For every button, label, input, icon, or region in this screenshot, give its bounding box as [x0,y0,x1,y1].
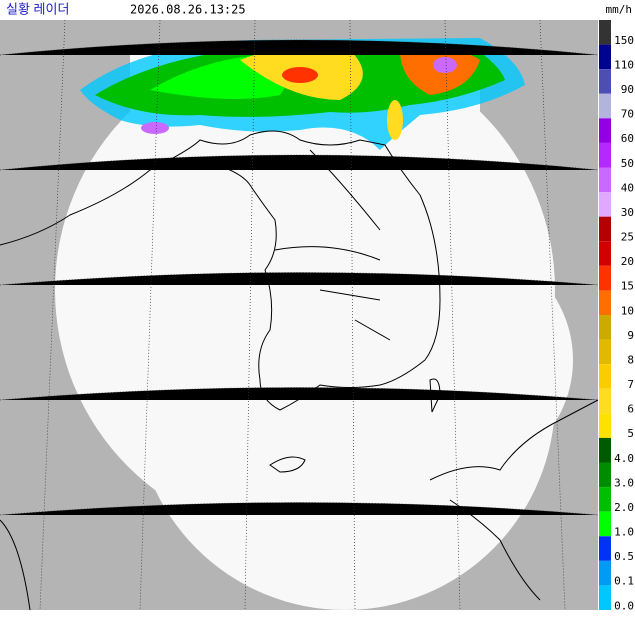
legend-swatch [599,118,611,143]
legend-swatch [599,315,611,340]
title: 실황 레이더 [6,1,69,16]
legend-swatch [599,487,611,512]
legend-label: 1.0 [614,526,634,539]
legend-label: 20 [621,255,634,268]
legend-label: 7 [627,378,634,391]
legend-swatch [599,44,611,70]
legend-swatch [599,413,611,438]
legend-label: 0.0 [614,599,634,612]
legend-swatch [599,462,611,488]
legend-swatch [599,241,611,266]
legend-label: 9 [627,329,634,342]
legend-swatch [599,20,611,45]
legend-label: 0.5 [614,550,634,563]
legend-label: 30 [621,206,634,219]
legend-label: 25 [621,231,634,244]
legend-label: 110 [614,58,634,71]
legend: 150 110 90 70 60 50 40 30 25 20 15 10 9 8 7 6 5 4.0 3.0 2.0… [598,20,635,612]
legend-swatch [599,192,611,217]
legend-label: 50 [621,157,634,170]
legend-label: 8 [627,353,634,366]
legend-label: 150 [614,34,634,47]
legend-swatch [599,167,611,193]
legend-label: 0.1 [614,575,634,588]
timestamp: 2026.08.26.13:25 [130,3,246,17]
legend-swatch [599,560,611,586]
legend-swatch [599,585,611,610]
legend-label: 40 [621,181,634,194]
legend-label: 90 [621,83,634,96]
legend-swatch [599,536,611,561]
legend-unit: mm/h [606,3,633,16]
legend-label: 70 [621,108,634,121]
legend-label: 6 [627,403,634,416]
legend-swatch [599,511,611,537]
legend-label: 15 [621,280,634,293]
legend-swatch [599,69,611,94]
legend-swatch [599,339,611,365]
legend-label: 3.0 [614,476,634,489]
legend-swatch [599,216,611,242]
legend-swatch [599,388,611,414]
legend-label: 2.0 [614,501,634,514]
legend-swatch [599,290,611,315]
grid-lines [0,20,598,610]
legend-label: 10 [621,304,634,317]
legend-swatch [599,437,611,463]
legend-swatch [599,142,611,168]
legend-swatch [599,93,611,119]
map-area [0,20,598,610]
legend-label: 60 [621,132,634,145]
legend-label: 4.0 [614,452,634,465]
legend-label: 5 [627,427,634,440]
precipitation [80,38,525,150]
coastlines [0,130,598,610]
legend-swatch [599,364,611,389]
legend-swatch [599,265,611,291]
